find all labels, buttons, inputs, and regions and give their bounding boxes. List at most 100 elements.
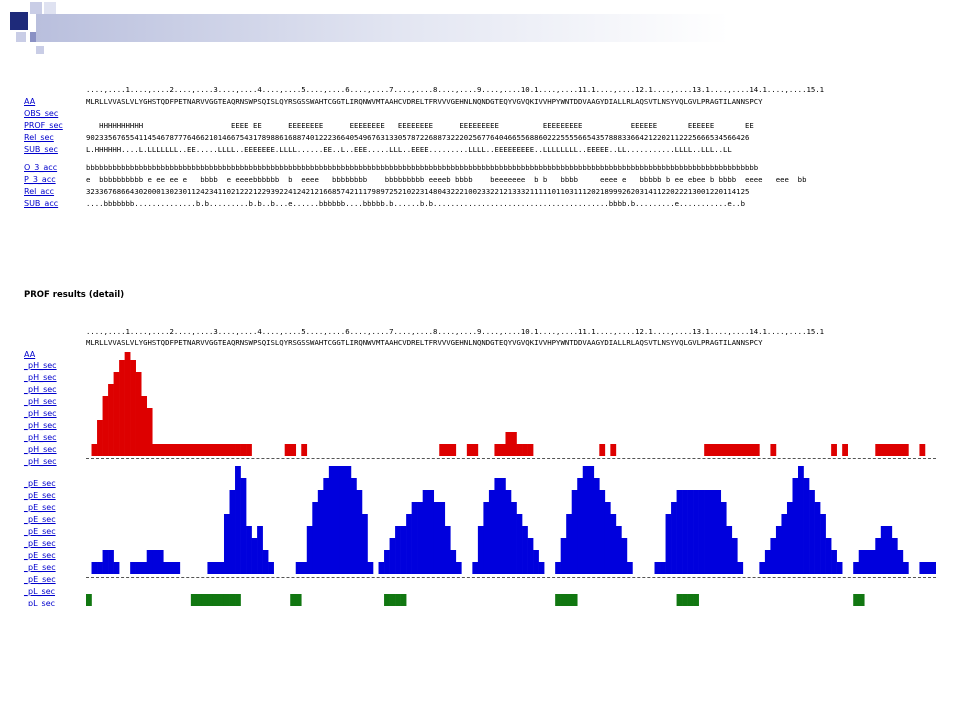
bar-pHsec-13 bbox=[157, 444, 164, 456]
row-label[interactable]: Rel_sec bbox=[24, 133, 54, 142]
bar-pEsec-127 bbox=[786, 502, 793, 574]
bar-pEsec-53 bbox=[378, 562, 385, 574]
bar-pHsec-121 bbox=[753, 444, 760, 456]
bar-pEsec-111 bbox=[698, 490, 705, 574]
bar-pEsec-51 bbox=[367, 562, 374, 574]
row-label-helix[interactable]: _pH_sec bbox=[24, 445, 57, 454]
row-label-strand[interactable]: _pE_sec bbox=[24, 527, 56, 536]
bar-pEsec-123 bbox=[764, 550, 771, 574]
bar-pEsec-126 bbox=[781, 514, 788, 574]
bar-pEsec-114 bbox=[715, 490, 722, 574]
row-sequence: MLRLLVVASLVLYGHSTQDFPETNARVVGGTEAQRNSWPS… bbox=[86, 97, 763, 106]
bar-pEsec-31 bbox=[257, 526, 263, 574]
row-label[interactable]: SUB_sec bbox=[24, 145, 58, 154]
bar-pEsec-48 bbox=[350, 478, 357, 574]
bar-pHsec-3 bbox=[102, 396, 109, 456]
bar-pEsec-152 bbox=[924, 562, 931, 574]
row-label-helix[interactable]: _pH_sec bbox=[24, 385, 57, 394]
bar-pEsec-110 bbox=[693, 490, 699, 574]
aa-sequence: MLRLLVVASLVLYGHSTQDFPETNARVVGGTEAQRNSWPS… bbox=[86, 338, 763, 347]
bar-pEsec-64 bbox=[439, 502, 446, 574]
header-gradient-bar bbox=[36, 14, 960, 42]
bar-pLsec-54 bbox=[384, 594, 390, 606]
row-label-helix[interactable]: _pH_sec bbox=[24, 409, 57, 418]
decoration-square bbox=[36, 46, 44, 54]
row-label[interactable]: PROF_sec bbox=[24, 121, 63, 130]
row-label[interactable]: Rel_acc bbox=[24, 187, 55, 196]
aa-row-detail: AA MLRLLVVASLVLYGHSTQDFPETNARVVGGTEAQRNS… bbox=[20, 337, 763, 359]
bar-pLsec-55 bbox=[389, 594, 396, 606]
row-label-loop[interactable]: _pL_sec bbox=[24, 587, 56, 596]
ruler: ....,....1....,....2....,....3....,....4… bbox=[86, 85, 825, 94]
bar-pEsec-134 bbox=[825, 538, 832, 574]
bar-pEsec-26 bbox=[229, 490, 236, 574]
bar-pLsec-86 bbox=[560, 594, 567, 606]
bar-pEsec-46 bbox=[339, 466, 346, 574]
bar-pEsec-92 bbox=[593, 478, 600, 574]
bar-pEsec-66 bbox=[450, 550, 457, 574]
bar-pHsec-76 bbox=[505, 432, 512, 456]
bar-pHsec-120 bbox=[748, 444, 755, 456]
bar-pHsec-4 bbox=[108, 384, 114, 456]
bar-pLsec-109 bbox=[687, 594, 694, 606]
row-label-strand[interactable]: _pE_sec bbox=[24, 575, 56, 584]
bar-pEsec-61 bbox=[422, 490, 429, 574]
bar-pEsec-28 bbox=[240, 478, 247, 574]
bar-pEsec-38 bbox=[295, 562, 302, 574]
row-label-strand[interactable]: _pE_sec bbox=[24, 563, 56, 572]
row-label-strand[interactable]: _pE_sec bbox=[24, 539, 56, 548]
bar-pHsec-77 bbox=[511, 432, 517, 456]
row-label-helix[interactable]: _pH_sec bbox=[24, 457, 57, 466]
bar-pHsec-7 bbox=[124, 352, 131, 456]
bar-pEsec-3 bbox=[102, 550, 109, 574]
bar-pLsec-27 bbox=[235, 594, 241, 606]
bar-pHsec-75 bbox=[499, 444, 506, 456]
bar-pEsec-104 bbox=[660, 562, 666, 574]
row-label-loop[interactable]: _pL_sec bbox=[24, 599, 56, 606]
row-label-helix[interactable]: _pH_sec bbox=[24, 421, 57, 430]
bar-pEsec-98 bbox=[626, 562, 633, 574]
row-label-strand[interactable]: _pE_sec bbox=[24, 551, 56, 560]
row-sequence: 3233676866430200013023011242341102122212… bbox=[86, 187, 750, 196]
bar-pEsec-117 bbox=[731, 538, 738, 574]
ruler: ....,....1....,....2....,....3....,....4… bbox=[86, 327, 825, 336]
bar-pLsec-20 bbox=[196, 594, 203, 606]
ruler-row-detail: ....,....1....,....2....,....3....,....4… bbox=[20, 326, 824, 338]
row-label[interactable]: SUB_acc bbox=[24, 199, 59, 208]
decoration-square bbox=[30, 32, 40, 42]
row-label-aa[interactable]: AA bbox=[24, 350, 36, 359]
bar-pHsec-93 bbox=[599, 444, 606, 456]
row-label-strand[interactable]: _pE_sec bbox=[24, 479, 56, 488]
row-label-helix[interactable]: _pH_sec bbox=[24, 433, 57, 442]
series-pLsec bbox=[86, 594, 865, 606]
row-label-strand[interactable]: _pE_sec bbox=[24, 515, 56, 524]
bar-pHsec-39 bbox=[301, 444, 308, 456]
bar-pEsec-72 bbox=[483, 502, 490, 574]
bar-pEsec-5 bbox=[113, 562, 120, 574]
bar-pEsec-73 bbox=[488, 490, 495, 574]
bar-pEsec-25 bbox=[223, 514, 230, 574]
row-label[interactable]: O_3_acc bbox=[24, 163, 58, 172]
bar-pLsec-88 bbox=[571, 594, 578, 606]
row-label[interactable]: P_3_acc bbox=[24, 175, 56, 184]
row-label[interactable]: AA bbox=[24, 97, 36, 106]
row-label[interactable]: OBS_sec bbox=[24, 109, 59, 118]
bar-pHsec-22 bbox=[207, 444, 214, 456]
bar-pEsec-58 bbox=[406, 514, 412, 574]
bar-pEsec-8 bbox=[130, 562, 136, 574]
bar-pLsec-140 bbox=[858, 594, 865, 606]
bar-pEsec-50 bbox=[361, 514, 368, 574]
row-label-strand[interactable]: _pE_sec bbox=[24, 503, 56, 512]
bar-pEsec-75 bbox=[499, 478, 506, 574]
row-label-helix[interactable]: _pH_sec bbox=[24, 361, 57, 370]
separator-strand-loop bbox=[86, 577, 936, 578]
bar-pEsec-23 bbox=[212, 562, 219, 574]
bar-pHsec-116 bbox=[726, 444, 733, 456]
bar-pEsec-70 bbox=[472, 562, 479, 574]
bar-pHsec-9 bbox=[135, 372, 142, 456]
row-label-helix[interactable]: _pH_sec bbox=[24, 373, 57, 382]
bar-pLsec-85 bbox=[555, 594, 561, 606]
row-label-helix[interactable]: _pH_sec bbox=[24, 397, 57, 406]
bar-pHsec-14 bbox=[163, 444, 170, 456]
row-label-strand[interactable]: _pE_sec bbox=[24, 491, 56, 500]
